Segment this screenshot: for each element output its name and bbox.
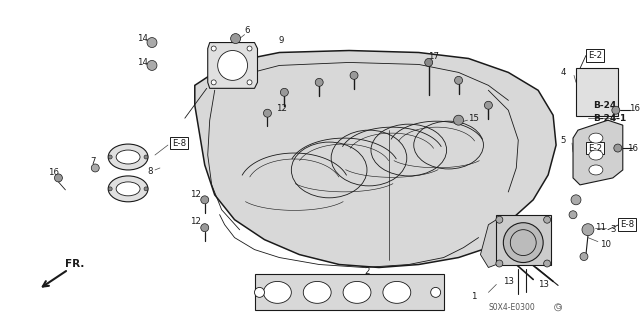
Text: B-24: B-24: [593, 101, 616, 110]
Circle shape: [569, 211, 577, 219]
Circle shape: [496, 216, 503, 223]
Circle shape: [247, 46, 252, 51]
Text: E-2: E-2: [588, 144, 602, 152]
Ellipse shape: [589, 165, 603, 175]
Circle shape: [54, 174, 63, 182]
Text: 16: 16: [627, 144, 638, 152]
Ellipse shape: [116, 182, 140, 196]
Circle shape: [431, 287, 440, 297]
Circle shape: [612, 106, 620, 114]
Ellipse shape: [303, 281, 331, 303]
Text: 2: 2: [364, 267, 370, 276]
Polygon shape: [573, 120, 623, 185]
Ellipse shape: [264, 281, 291, 303]
Text: 1: 1: [471, 292, 476, 301]
Text: G: G: [556, 304, 561, 310]
Circle shape: [230, 33, 241, 43]
Text: 7: 7: [90, 158, 96, 167]
Text: 6: 6: [244, 26, 250, 35]
Text: E-8: E-8: [172, 138, 186, 148]
Text: 16: 16: [629, 104, 640, 113]
Circle shape: [201, 196, 209, 204]
Text: 12: 12: [190, 217, 202, 226]
Circle shape: [543, 260, 550, 267]
Text: 10: 10: [600, 240, 611, 249]
Text: 5: 5: [560, 136, 566, 145]
FancyBboxPatch shape: [576, 69, 618, 116]
Text: S0X4-E0300: S0X4-E0300: [488, 303, 535, 312]
Text: 17: 17: [428, 52, 439, 61]
Text: 14: 14: [136, 58, 148, 67]
Circle shape: [571, 195, 581, 205]
Circle shape: [264, 109, 271, 117]
FancyBboxPatch shape: [255, 274, 444, 310]
Circle shape: [144, 187, 148, 191]
Ellipse shape: [108, 144, 148, 170]
Text: E-2: E-2: [588, 51, 602, 60]
Text: 13: 13: [538, 280, 548, 289]
Circle shape: [484, 101, 492, 109]
Circle shape: [108, 155, 112, 159]
Circle shape: [211, 80, 216, 85]
Text: 13: 13: [503, 277, 514, 286]
Text: 9: 9: [278, 36, 284, 45]
Circle shape: [503, 223, 543, 263]
Ellipse shape: [343, 281, 371, 303]
Text: 8: 8: [147, 167, 153, 176]
Circle shape: [454, 76, 463, 84]
Text: 14: 14: [136, 34, 148, 43]
Ellipse shape: [589, 150, 603, 160]
Text: 4: 4: [560, 68, 566, 77]
Text: 12: 12: [190, 190, 202, 199]
Text: B-24-1: B-24-1: [593, 114, 626, 123]
Text: 11: 11: [595, 223, 606, 232]
Text: 12: 12: [276, 104, 287, 113]
Circle shape: [201, 224, 209, 232]
Circle shape: [582, 224, 594, 236]
Circle shape: [454, 115, 463, 125]
Text: 16: 16: [48, 168, 59, 177]
Polygon shape: [208, 42, 257, 88]
Circle shape: [92, 164, 99, 172]
Circle shape: [147, 38, 157, 48]
Text: FR.: FR.: [65, 258, 84, 269]
FancyBboxPatch shape: [497, 215, 551, 264]
Circle shape: [580, 253, 588, 261]
Circle shape: [147, 61, 157, 70]
Circle shape: [144, 155, 148, 159]
Circle shape: [543, 216, 550, 223]
Ellipse shape: [589, 133, 603, 143]
Circle shape: [211, 46, 216, 51]
Circle shape: [255, 287, 264, 297]
Text: E-8: E-8: [620, 220, 634, 229]
Circle shape: [496, 260, 503, 267]
Circle shape: [316, 78, 323, 86]
Polygon shape: [195, 50, 556, 268]
Ellipse shape: [108, 176, 148, 202]
Text: 3: 3: [610, 225, 616, 234]
Circle shape: [350, 71, 358, 79]
Circle shape: [108, 187, 112, 191]
Ellipse shape: [116, 150, 140, 164]
Circle shape: [280, 88, 289, 96]
Circle shape: [614, 144, 622, 152]
Ellipse shape: [383, 281, 411, 303]
Circle shape: [247, 80, 252, 85]
Text: 15: 15: [468, 114, 479, 123]
Polygon shape: [481, 218, 503, 268]
Circle shape: [425, 58, 433, 66]
Ellipse shape: [218, 50, 248, 80]
